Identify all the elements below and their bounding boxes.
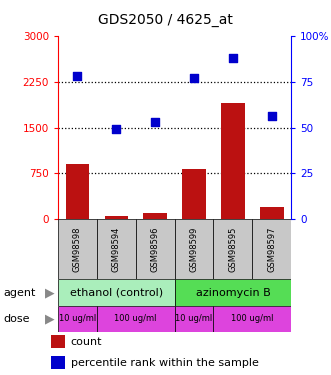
Text: ethanol (control): ethanol (control) xyxy=(70,288,163,297)
Bar xyxy=(58,279,175,306)
Text: GSM98594: GSM98594 xyxy=(112,226,121,272)
Text: ▶: ▶ xyxy=(45,312,55,325)
Bar xyxy=(136,219,175,279)
Point xyxy=(75,73,80,79)
Bar xyxy=(97,219,136,279)
Bar xyxy=(252,219,291,279)
Text: GSM98599: GSM98599 xyxy=(190,226,199,272)
Text: GSM98597: GSM98597 xyxy=(267,226,276,272)
Bar xyxy=(175,279,291,306)
Bar xyxy=(175,306,213,332)
Text: GSM98598: GSM98598 xyxy=(73,226,82,272)
Text: ▶: ▶ xyxy=(45,286,55,299)
Bar xyxy=(213,219,252,279)
Point xyxy=(191,75,197,81)
Bar xyxy=(105,216,128,219)
Text: percentile rank within the sample: percentile rank within the sample xyxy=(71,358,259,368)
Bar xyxy=(51,356,65,369)
Text: 100 ug/ml: 100 ug/ml xyxy=(231,314,274,323)
Bar xyxy=(260,207,283,219)
Bar xyxy=(97,306,175,332)
Text: GSM98596: GSM98596 xyxy=(151,226,160,272)
Bar xyxy=(143,213,167,219)
Point xyxy=(153,119,158,125)
Text: agent: agent xyxy=(3,288,36,297)
Bar xyxy=(221,103,245,219)
Text: 10 ug/ml: 10 ug/ml xyxy=(175,314,213,323)
Text: count: count xyxy=(71,337,102,347)
Text: GSM98595: GSM98595 xyxy=(228,226,237,272)
Bar xyxy=(175,219,213,279)
Bar xyxy=(58,219,97,279)
Bar xyxy=(51,334,65,348)
Bar xyxy=(66,164,89,219)
Text: azinomycin B: azinomycin B xyxy=(196,288,270,297)
Point xyxy=(269,114,274,120)
Bar xyxy=(58,306,97,332)
Text: GDS2050 / 4625_at: GDS2050 / 4625_at xyxy=(98,13,233,27)
Text: 100 ug/ml: 100 ug/ml xyxy=(115,314,157,323)
Point xyxy=(230,55,236,61)
Bar xyxy=(213,306,291,332)
Bar xyxy=(182,168,206,219)
Point xyxy=(114,126,119,132)
Text: dose: dose xyxy=(3,314,30,324)
Text: 10 ug/ml: 10 ug/ml xyxy=(59,314,96,323)
